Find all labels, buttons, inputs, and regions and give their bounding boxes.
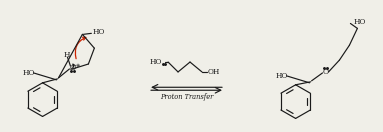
Text: HO: HO xyxy=(92,28,105,36)
FancyArrowPatch shape xyxy=(71,64,75,69)
Text: Proton Transfer: Proton Transfer xyxy=(160,93,213,101)
Text: OH: OH xyxy=(208,68,220,76)
Text: HO: HO xyxy=(275,72,288,80)
Text: HO: HO xyxy=(354,18,366,26)
Text: ⊕: ⊕ xyxy=(75,63,80,67)
Text: H: H xyxy=(63,51,70,59)
FancyArrowPatch shape xyxy=(75,37,86,59)
Text: HO: HO xyxy=(22,69,35,77)
Text: O: O xyxy=(69,64,75,72)
Text: HO: HO xyxy=(150,58,162,66)
Text: O: O xyxy=(322,68,329,76)
